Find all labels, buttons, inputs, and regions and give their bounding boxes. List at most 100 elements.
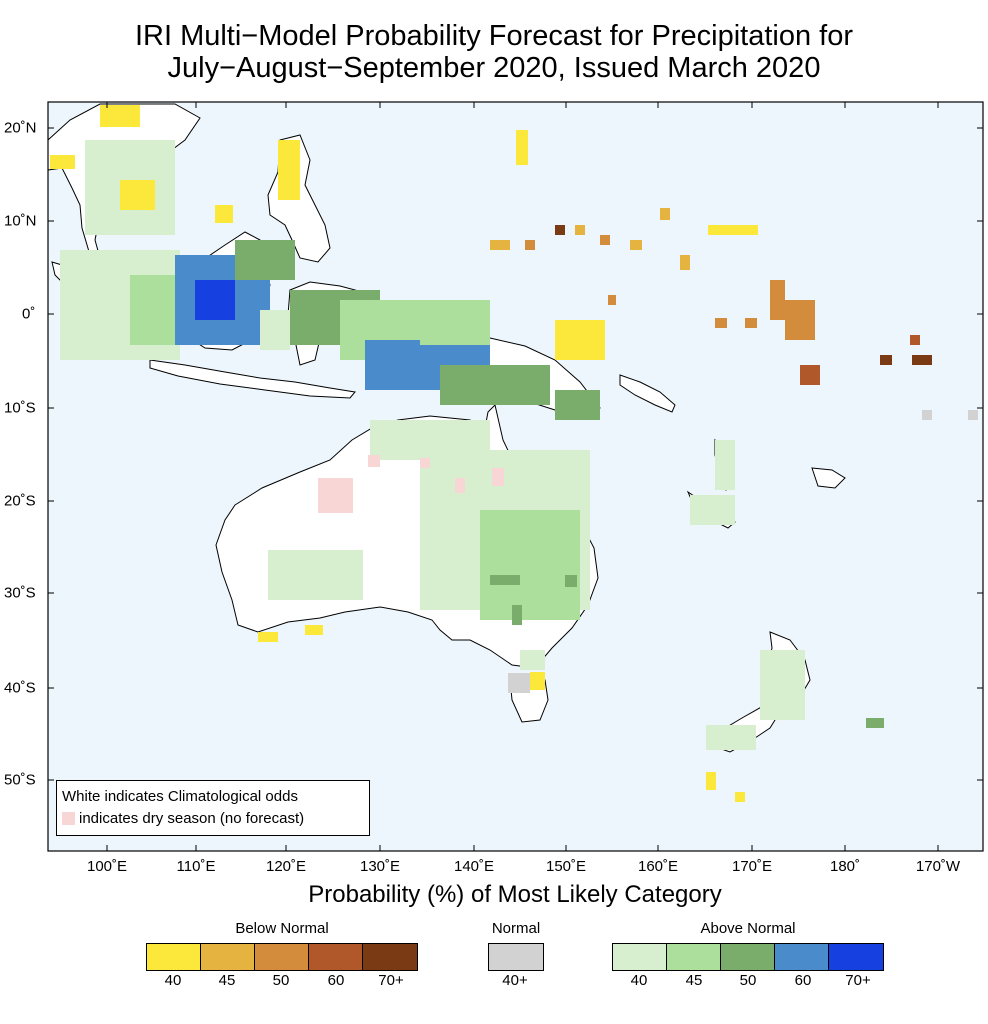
lat-label-30s: 30˚S xyxy=(4,584,36,602)
above-label-45: 45 xyxy=(685,972,703,989)
lat-label-20s: 20˚S xyxy=(4,492,36,510)
forecast-cell xyxy=(490,240,510,250)
forecast-cell xyxy=(735,792,745,802)
above-normal-swatch-60 xyxy=(775,944,829,970)
below-normal-title: Below Normal xyxy=(235,920,329,937)
below-normal-colorbar xyxy=(146,943,418,971)
forecast-cell xyxy=(508,673,530,693)
forecast-cell xyxy=(120,180,155,210)
forecast-cell xyxy=(785,300,815,340)
below-label-60: 60 xyxy=(327,972,345,989)
map-title-line-2: July−August−September 2020, Issued March… xyxy=(167,52,821,84)
forecast-cell xyxy=(715,440,735,490)
legend-dry-season-row: indicates dry season (no forecast) xyxy=(62,810,304,827)
above-normal-colorbar xyxy=(612,943,884,971)
java-island xyxy=(149,359,356,399)
forecast-cell xyxy=(195,280,235,320)
forecast-cell xyxy=(715,318,727,328)
below-label-50: 50 xyxy=(272,972,290,989)
fiji-islands xyxy=(811,467,846,489)
forecast-cell xyxy=(305,625,323,635)
above-normal-title: Above Normal xyxy=(700,920,796,937)
forecast-cell xyxy=(800,365,820,385)
solomon-islands xyxy=(619,374,676,413)
lat-label-10s: 10˚S xyxy=(4,399,36,417)
above-normal-swatch-45 xyxy=(667,944,721,970)
lat-label-20n: 20˚N xyxy=(4,119,37,137)
forecast-cell xyxy=(365,340,420,390)
lon-label-130e: 130˚E xyxy=(359,858,401,875)
above-normal-swatch-40 xyxy=(613,944,667,970)
forecast-cell xyxy=(440,365,550,405)
below-label-45: 45 xyxy=(218,972,236,989)
forecast-cells xyxy=(50,105,978,802)
forecast-cell xyxy=(490,575,520,585)
forecast-cell xyxy=(555,225,565,235)
below-label-70: 70+ xyxy=(378,972,404,989)
forecast-cell xyxy=(555,320,605,360)
lat-label-40s: 40˚S xyxy=(4,679,36,697)
lon-label-140e: 140˚E xyxy=(453,858,495,875)
normal-colorbar xyxy=(488,943,544,971)
forecast-cell xyxy=(530,672,545,690)
lat-label-0: 0˚ xyxy=(22,305,36,323)
above-label-40: 40 xyxy=(630,972,648,989)
forecast-cell xyxy=(608,295,616,305)
lon-label-100e: 100˚E xyxy=(86,858,128,875)
above-normal-swatch-50 xyxy=(721,944,775,970)
lon-label-110e: 110˚E xyxy=(176,858,216,875)
lon-label-160e: 160˚E xyxy=(637,858,679,875)
forecast-cell xyxy=(745,318,757,328)
forecast-cell xyxy=(575,225,585,235)
climatology-legend-box: White indicates Climatological odds indi… xyxy=(56,780,370,836)
forecast-cell xyxy=(512,605,522,625)
above-label-70: 70+ xyxy=(845,972,871,989)
lon-label-170e: 170˚E xyxy=(731,858,773,875)
forecast-cell xyxy=(922,410,932,420)
below-normal-swatch-60 xyxy=(309,944,363,970)
below-normal-swatch-45 xyxy=(201,944,255,970)
forecast-cell xyxy=(455,478,465,493)
forecast-cell xyxy=(565,575,577,587)
forecast-cell xyxy=(630,240,642,250)
forecast-cell xyxy=(268,550,363,600)
lon-label-120e: 120˚E xyxy=(265,858,307,875)
below-normal-swatch-70 xyxy=(363,944,417,970)
forecast-cell xyxy=(525,240,535,250)
forecast-cell xyxy=(912,355,932,365)
normal-title: Normal xyxy=(491,920,541,937)
dry-season-swatch xyxy=(62,812,75,825)
forecast-cell xyxy=(516,130,528,165)
forecast-cell xyxy=(910,335,920,345)
below-normal-swatch-50 xyxy=(255,944,309,970)
forecast-cell xyxy=(770,280,785,320)
forecast-cell xyxy=(258,632,278,642)
colorbar-title: Probability (%) of Most Likely Category xyxy=(308,881,722,908)
forecast-cell xyxy=(235,240,295,280)
forecast-cell xyxy=(368,455,380,467)
forecast-cell xyxy=(706,725,756,750)
lon-label-170w: 170˚W xyxy=(915,858,961,875)
normal-label-40: 40+ xyxy=(502,972,528,989)
forecast-cell xyxy=(760,650,805,720)
forecast-cell xyxy=(660,208,670,220)
below-label-40: 40 xyxy=(164,972,182,989)
forecast-cell xyxy=(278,140,300,200)
forecast-cell xyxy=(492,468,504,486)
legend-climatological-odds-text: White indicates Climatological odds xyxy=(62,788,298,805)
forecast-cell xyxy=(706,772,716,790)
forecast-cell xyxy=(480,510,580,620)
forecast-cell xyxy=(866,718,884,728)
above-label-60: 60 xyxy=(794,972,812,989)
forecast-cell xyxy=(50,155,75,169)
lon-label-180: 180˚ xyxy=(829,858,861,875)
lat-label-50s: 50˚S xyxy=(4,771,36,789)
forecast-cell xyxy=(680,255,690,270)
forecast-cell xyxy=(690,495,735,525)
forecast-cell xyxy=(520,650,545,670)
map-title-line-1: IRI Multi−Model Probability Forecast for… xyxy=(134,20,854,52)
above-label-50: 50 xyxy=(739,972,757,989)
forecast-cell xyxy=(215,205,233,223)
forecast-cell xyxy=(968,410,978,420)
